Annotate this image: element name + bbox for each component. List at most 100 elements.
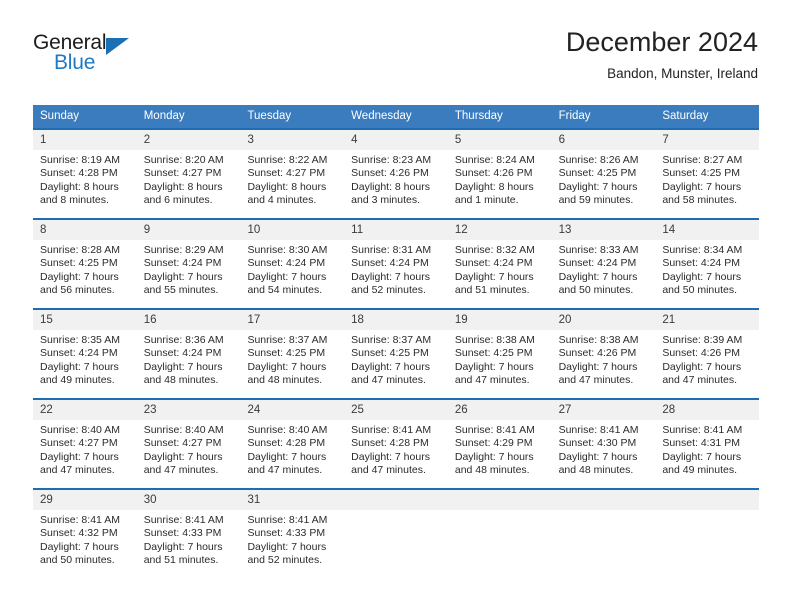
day-cell-empty bbox=[344, 490, 448, 578]
page-title: December 2024 bbox=[565, 27, 758, 57]
day-cell[interactable]: 23 Sunrise: 8:40 AM Sunset: 4:27 PM Dayl… bbox=[136, 400, 241, 488]
weekday-header-tuesday: Tuesday bbox=[247, 110, 292, 122]
day-details: Sunrise: 8:41 AM Sunset: 4:31 PM Dayligh… bbox=[655, 420, 759, 478]
day-cell[interactable]: 4 Sunrise: 8:23 AM Sunset: 4:26 PM Dayli… bbox=[344, 130, 448, 218]
daylight-text: Daylight: 7 hours bbox=[662, 270, 742, 283]
day-cell[interactable]: 9 Sunrise: 8:29 AM Sunset: 4:24 PM Dayli… bbox=[136, 220, 241, 308]
day-cell[interactable]: 27 Sunrise: 8:41 AM Sunset: 4:30 PM Dayl… bbox=[551, 400, 656, 488]
day-cell[interactable]: 11 Sunrise: 8:31 AM Sunset: 4:24 PM Dayl… bbox=[344, 220, 448, 308]
day-cell[interactable]: 29 Sunrise: 8:41 AM Sunset: 4:32 PM Dayl… bbox=[33, 490, 137, 578]
day-details: Sunrise: 8:30 AM Sunset: 4:24 PM Dayligh… bbox=[240, 240, 344, 298]
sunrise-text: Sunrise: 8:30 AM bbox=[247, 244, 328, 256]
day-details: Sunrise: 8:24 AM Sunset: 4:26 PM Dayligh… bbox=[448, 150, 552, 208]
day-cell[interactable]: 21 Sunrise: 8:39 AM Sunset: 4:26 PM Dayl… bbox=[655, 310, 760, 398]
sunrise-text: Sunrise: 8:38 AM bbox=[558, 334, 639, 346]
sunset-text: Sunset: 4:27 PM bbox=[143, 437, 222, 450]
daylight-text: Daylight: 7 hours bbox=[143, 540, 223, 553]
day-cell[interactable]: 15 Sunrise: 8:35 AM Sunset: 4:24 PM Dayl… bbox=[33, 310, 137, 398]
sunrise-text: Sunrise: 8:41 AM bbox=[558, 424, 639, 436]
day-details: Sunrise: 8:41 AM Sunset: 4:30 PM Dayligh… bbox=[552, 420, 656, 478]
day-details: Sunrise: 8:35 AM Sunset: 4:24 PM Dayligh… bbox=[33, 330, 137, 388]
day-number: 21 bbox=[655, 310, 760, 330]
day-cell[interactable]: 19 Sunrise: 8:38 AM Sunset: 4:25 PM Dayl… bbox=[447, 310, 552, 398]
day-cell[interactable]: 30 Sunrise: 8:41 AM Sunset: 4:33 PM Dayl… bbox=[136, 490, 241, 578]
day-number: 23 bbox=[136, 400, 241, 420]
day-number: 5 bbox=[447, 130, 552, 150]
sunset-text: Sunset: 4:27 PM bbox=[40, 437, 118, 450]
day-cell[interactable]: 31 Sunrise: 8:41 AM Sunset: 4:33 PM Dayl… bbox=[240, 490, 345, 578]
daylight-text-cont: and 47 minutes. bbox=[351, 464, 426, 477]
day-details: Sunrise: 8:33 AM Sunset: 4:24 PM Dayligh… bbox=[552, 240, 656, 298]
daylight-text-cont: and 47 minutes. bbox=[143, 464, 219, 477]
day-cell[interactable]: 5 Sunrise: 8:24 AM Sunset: 4:26 PM Dayli… bbox=[447, 130, 552, 218]
daylight-text-cont: and 47 minutes. bbox=[351, 374, 426, 387]
daylight-text-cont: and 50 minutes. bbox=[40, 554, 115, 567]
day-cell[interactable]: 25 Sunrise: 8:41 AM Sunset: 4:28 PM Dayl… bbox=[344, 400, 448, 488]
day-cell[interactable]: 26 Sunrise: 8:41 AM Sunset: 4:29 PM Dayl… bbox=[447, 400, 552, 488]
daylight-text-cont: and 54 minutes. bbox=[247, 284, 323, 297]
day-details: Sunrise: 8:34 AM Sunset: 4:24 PM Dayligh… bbox=[655, 240, 759, 298]
day-cell[interactable]: 17 Sunrise: 8:37 AM Sunset: 4:25 PM Dayl… bbox=[240, 310, 345, 398]
sunrise-text: Sunrise: 8:41 AM bbox=[454, 424, 535, 436]
daylight-text: Daylight: 7 hours bbox=[143, 270, 223, 283]
daylight-text: Daylight: 8 hours bbox=[247, 180, 327, 193]
sunset-text: Sunset: 4:24 PM bbox=[40, 347, 118, 360]
sunset-text: Sunset: 4:26 PM bbox=[454, 167, 533, 180]
day-details bbox=[655, 510, 759, 514]
sunset-text: Sunset: 4:24 PM bbox=[454, 257, 533, 270]
page-subtitle: Bandon, Munster, Ireland bbox=[607, 66, 758, 81]
day-details: Sunrise: 8:20 AM Sunset: 4:27 PM Dayligh… bbox=[137, 150, 241, 208]
day-cell[interactable]: 10 Sunrise: 8:30 AM Sunset: 4:24 PM Dayl… bbox=[240, 220, 345, 308]
sunrise-text: Sunrise: 8:24 AM bbox=[454, 154, 535, 166]
week-row: 15 Sunrise: 8:35 AM Sunset: 4:24 PM Dayl… bbox=[33, 308, 760, 398]
day-cell[interactable]: 3 Sunrise: 8:22 AM Sunset: 4:27 PM Dayli… bbox=[240, 130, 345, 218]
daylight-text: Daylight: 8 hours bbox=[143, 180, 223, 193]
day-number: 7 bbox=[655, 130, 760, 150]
daylight-text: Daylight: 7 hours bbox=[351, 450, 430, 463]
sunset-text: Sunset: 4:26 PM bbox=[558, 347, 637, 360]
sunset-text: Sunset: 4:30 PM bbox=[558, 437, 637, 450]
sunset-text: Sunset: 4:25 PM bbox=[40, 257, 118, 270]
day-number: 26 bbox=[447, 400, 552, 420]
day-cell[interactable]: 6 Sunrise: 8:26 AM Sunset: 4:25 PM Dayli… bbox=[551, 130, 656, 218]
sunrise-text: Sunrise: 8:33 AM bbox=[558, 244, 639, 256]
generalblue-logo[interactable]: General Blue bbox=[33, 32, 143, 84]
daylight-text-cont: and 58 minutes. bbox=[662, 194, 738, 207]
day-cell[interactable]: 22 Sunrise: 8:40 AM Sunset: 4:27 PM Dayl… bbox=[33, 400, 137, 488]
daylight-text-cont: and 48 minutes. bbox=[247, 374, 323, 387]
daylight-text: Daylight: 8 hours bbox=[40, 180, 119, 193]
day-cell[interactable]: 18 Sunrise: 8:37 AM Sunset: 4:25 PM Dayl… bbox=[344, 310, 448, 398]
daylight-text-cont: and 6 minutes. bbox=[143, 194, 213, 207]
day-cell[interactable]: 1 Sunrise: 8:19 AM Sunset: 4:28 PM Dayli… bbox=[33, 130, 137, 218]
day-cell[interactable]: 2 Sunrise: 8:20 AM Sunset: 4:27 PM Dayli… bbox=[136, 130, 241, 218]
day-cell[interactable]: 8 Sunrise: 8:28 AM Sunset: 4:25 PM Dayli… bbox=[33, 220, 137, 308]
daylight-text: Daylight: 7 hours bbox=[558, 270, 638, 283]
day-cell[interactable]: 24 Sunrise: 8:40 AM Sunset: 4:28 PM Dayl… bbox=[240, 400, 345, 488]
day-cell[interactable]: 16 Sunrise: 8:36 AM Sunset: 4:24 PM Dayl… bbox=[136, 310, 241, 398]
title-block: December 2024 Bandon, Munster, Ireland bbox=[566, 26, 758, 84]
daylight-text-cont: and 4 minutes. bbox=[247, 194, 317, 207]
day-cell[interactable]: 14 Sunrise: 8:34 AM Sunset: 4:24 PM Dayl… bbox=[655, 220, 760, 308]
weekday-header-friday: Friday bbox=[558, 110, 591, 122]
daylight-text-cont: and 52 minutes. bbox=[247, 554, 323, 567]
daylight-text-cont: and 47 minutes. bbox=[247, 464, 323, 477]
day-cell[interactable]: 20 Sunrise: 8:38 AM Sunset: 4:26 PM Dayl… bbox=[551, 310, 656, 398]
sunrise-text: Sunrise: 8:29 AM bbox=[143, 244, 224, 256]
day-details: Sunrise: 8:19 AM Sunset: 4:28 PM Dayligh… bbox=[33, 150, 137, 208]
daylight-text: Daylight: 7 hours bbox=[558, 450, 638, 463]
day-details: Sunrise: 8:38 AM Sunset: 4:26 PM Dayligh… bbox=[552, 330, 656, 388]
day-number: 3 bbox=[240, 130, 345, 150]
day-number: 9 bbox=[136, 220, 241, 240]
logo-triangle-icon bbox=[106, 38, 129, 55]
day-cell[interactable]: 7 Sunrise: 8:27 AM Sunset: 4:25 PM Dayli… bbox=[655, 130, 760, 218]
day-cell[interactable]: 28 Sunrise: 8:41 AM Sunset: 4:31 PM Dayl… bbox=[655, 400, 760, 488]
day-details: Sunrise: 8:40 AM Sunset: 4:28 PM Dayligh… bbox=[240, 420, 344, 478]
day-details: Sunrise: 8:28 AM Sunset: 4:25 PM Dayligh… bbox=[33, 240, 137, 298]
day-cell[interactable]: 13 Sunrise: 8:33 AM Sunset: 4:24 PM Dayl… bbox=[551, 220, 656, 308]
sunrise-text: Sunrise: 8:41 AM bbox=[247, 514, 328, 526]
day-details: Sunrise: 8:41 AM Sunset: 4:32 PM Dayligh… bbox=[33, 510, 137, 568]
day-number: 11 bbox=[344, 220, 448, 240]
day-cell[interactable]: 12 Sunrise: 8:32 AM Sunset: 4:24 PM Dayl… bbox=[447, 220, 552, 308]
day-number: 4 bbox=[344, 130, 448, 150]
daylight-text: Daylight: 7 hours bbox=[143, 450, 223, 463]
